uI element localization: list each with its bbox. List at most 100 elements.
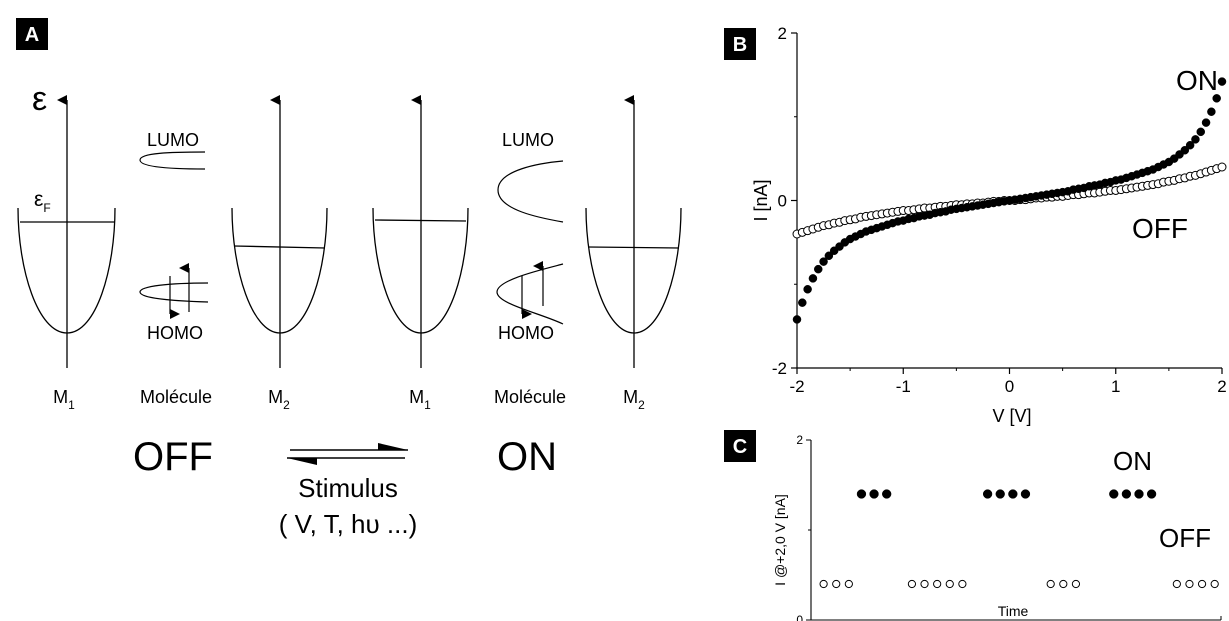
data-point-on bbox=[1196, 127, 1205, 137]
electrode-m1-off bbox=[17, 95, 116, 368]
data-point-on bbox=[1217, 77, 1227, 86]
electrode-m2-on bbox=[585, 95, 682, 368]
label-molecule-on: Molécule bbox=[494, 387, 566, 407]
data-point-on bbox=[1146, 489, 1157, 499]
data-point-on bbox=[1212, 94, 1221, 103]
data-point-on bbox=[882, 489, 892, 499]
data-point-off bbox=[1046, 579, 1055, 589]
data-point-off bbox=[1185, 579, 1194, 589]
molecule-on: LUMO HOMO bbox=[496, 130, 564, 343]
electrode-m1-on bbox=[372, 95, 469, 368]
data-point-on bbox=[814, 264, 823, 274]
data-point-on bbox=[1020, 489, 1031, 499]
panel-a-letter: A bbox=[25, 24, 39, 46]
data-point-off bbox=[819, 579, 828, 589]
chart-b: -2 -1 0 1 2 -2 0 2 V [V] I [nA] ON OFF bbox=[751, 24, 1227, 426]
series-on bbox=[856, 489, 1157, 499]
label-molecule-off: Molécule bbox=[140, 387, 212, 407]
equilibrium-arrows bbox=[287, 443, 408, 465]
homo-orbital-curve bbox=[496, 263, 564, 325]
stimulus-examples: ( V, T, hυ ...) bbox=[279, 509, 418, 539]
label-m1-on: M1 bbox=[409, 387, 431, 412]
data-point-off bbox=[1217, 162, 1227, 172]
data-point-on bbox=[856, 489, 867, 499]
lumo-orbital-curve bbox=[139, 151, 206, 170]
energy-axis-label: ε bbox=[32, 80, 47, 118]
panel-a: A ε εF LUMO HOMO bbox=[16, 18, 682, 539]
y-axis-label: I @+2,0 V [nA] bbox=[772, 494, 788, 586]
series-label-on: ON bbox=[1176, 65, 1218, 96]
data-point-on bbox=[824, 251, 834, 261]
chart-c: 0 2 Time I @+2,0 V [nA] ON OFF bbox=[772, 433, 1222, 621]
homo-orbital-curve bbox=[139, 282, 209, 303]
y-tick-label: -2 bbox=[772, 359, 787, 378]
series-label-on: ON bbox=[1113, 446, 1152, 476]
homo-label: HOMO bbox=[498, 323, 554, 343]
data-point-off bbox=[933, 579, 942, 589]
data-point-on bbox=[1191, 135, 1200, 144]
data-point-on bbox=[792, 315, 802, 324]
data-point-off bbox=[1071, 579, 1081, 589]
lumo-label: LUMO bbox=[147, 130, 199, 150]
label-m1-off: M1 bbox=[53, 387, 75, 412]
lumo-orbital-curve bbox=[497, 160, 564, 223]
data-point-off bbox=[832, 579, 841, 589]
y-tick-label: 2 bbox=[796, 433, 803, 447]
panel-c-badge bbox=[724, 430, 756, 462]
data-point-on bbox=[819, 257, 828, 266]
series-off bbox=[819, 579, 1219, 589]
x-tick-label: -1 bbox=[896, 377, 911, 396]
data-point-on bbox=[1008, 489, 1018, 499]
x-tick-label: -2 bbox=[789, 377, 804, 396]
data-point-on bbox=[982, 489, 993, 499]
x-axis-label: V [V] bbox=[992, 406, 1031, 426]
data-point-off bbox=[945, 579, 954, 589]
data-point-off bbox=[920, 579, 929, 589]
data-point-off bbox=[844, 579, 853, 589]
x-tick-label: 2 bbox=[1217, 377, 1226, 396]
panel-c-letter: C bbox=[733, 436, 747, 458]
data-point-on bbox=[995, 489, 1005, 499]
data-point-off bbox=[1059, 579, 1068, 589]
data-point-off bbox=[907, 579, 917, 589]
series-label-off: OFF bbox=[1132, 213, 1188, 244]
forward-arrow-head bbox=[378, 443, 408, 450]
panel-b-badge bbox=[724, 28, 756, 60]
stimulus-label: Stimulus bbox=[298, 473, 398, 503]
data-point-off bbox=[1172, 579, 1181, 589]
data-point-on bbox=[798, 298, 807, 307]
label-m2-off: M2 bbox=[268, 387, 290, 412]
data-point-on bbox=[869, 489, 879, 499]
x-axis-label: Time bbox=[998, 603, 1029, 619]
fermi-level-label: εF bbox=[34, 188, 51, 215]
x-tick-label: 0 bbox=[1005, 377, 1014, 396]
reverse-arrow-head bbox=[287, 458, 317, 465]
data-point-off bbox=[1210, 579, 1219, 589]
x-tick-label: 1 bbox=[1111, 377, 1120, 396]
panel-b: B -2 -1 0 1 2 -2 0 2 V [V] I [nA] ON OFF bbox=[724, 24, 1227, 426]
data-point-on bbox=[1109, 489, 1119, 499]
electrode-m2-off bbox=[231, 95, 328, 368]
y-tick-label: 0 bbox=[778, 192, 787, 211]
data-point-on bbox=[1134, 489, 1144, 499]
lumo-label: LUMO bbox=[502, 130, 554, 150]
data-point-on bbox=[1185, 140, 1195, 150]
homo-label: HOMO bbox=[147, 323, 203, 343]
y-tick-label: 2 bbox=[778, 24, 787, 43]
data-point-on bbox=[1207, 107, 1216, 116]
label-m2-on: M2 bbox=[623, 387, 645, 412]
data-point-on bbox=[1180, 146, 1190, 155]
state-on-label: ON bbox=[497, 435, 557, 479]
data-point-on bbox=[803, 285, 812, 294]
y-axis-label: I [nA] bbox=[751, 179, 771, 221]
series-on bbox=[792, 77, 1227, 324]
data-point-off bbox=[958, 579, 967, 589]
y-tick-label: 0 bbox=[796, 613, 803, 621]
molecule-off: LUMO HOMO bbox=[139, 130, 209, 343]
data-point-on bbox=[1121, 489, 1132, 499]
series-label-off: OFF bbox=[1159, 523, 1211, 553]
panel-c: C 0 2 Time I @+2,0 V [nA] ON OFF bbox=[724, 430, 1222, 621]
data-point-on bbox=[1201, 118, 1211, 127]
panel-b-letter: B bbox=[733, 34, 747, 56]
panel-a-badge bbox=[16, 18, 48, 50]
